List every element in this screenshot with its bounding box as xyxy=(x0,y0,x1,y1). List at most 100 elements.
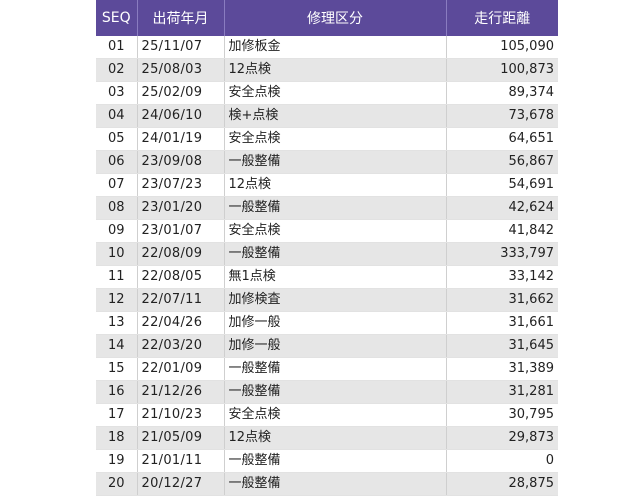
cell-seq: 05 xyxy=(96,127,138,151)
table-row: 15 22/01/09 一般整備 31,389 xyxy=(96,357,558,381)
cell-seq: 15 xyxy=(96,357,138,381)
table-row: 16 21/12/26 一般整備 31,281 xyxy=(96,380,558,404)
table-row: 01 25/11/07 加修板金 105,090 xyxy=(96,36,558,59)
table-header-row: SEQ 出荷年月 修理区分 走行距離 xyxy=(96,0,558,36)
cell-repair-type: 加修一般 xyxy=(224,311,447,335)
table-row: 20 20/12/27 一般整備 28,875 xyxy=(96,472,558,496)
cell-ship-date: 25/08/03 xyxy=(137,58,225,82)
cell-mileage: 41,842 xyxy=(446,219,558,243)
repair-history-table: SEQ 出荷年月 修理区分 走行距離 01 25/11/07 加修板金 105,090… xyxy=(96,0,558,496)
cell-ship-date: 22/07/11 xyxy=(137,288,225,312)
cell-mileage: 54,691 xyxy=(446,173,558,197)
table-row: 02 25/08/03 12点検 100,873 xyxy=(96,58,558,82)
header-mileage: 走行距離 xyxy=(446,0,558,36)
cell-ship-date: 22/01/09 xyxy=(137,357,225,381)
header-repair-type: 修理区分 xyxy=(224,0,447,36)
cell-ship-date: 25/11/07 xyxy=(137,36,225,59)
cell-mileage: 56,867 xyxy=(446,150,558,174)
cell-seq: 07 xyxy=(96,173,138,197)
cell-repair-type: 一般整備 xyxy=(224,449,447,473)
cell-seq: 19 xyxy=(96,449,138,473)
cell-repair-type: 安全点検 xyxy=(224,81,447,105)
table-row: 06 23/09/08 一般整備 56,867 xyxy=(96,150,558,174)
cell-repair-type: 12点検 xyxy=(224,58,447,82)
cell-seq: 18 xyxy=(96,426,138,450)
cell-repair-type: 加修一般 xyxy=(224,334,447,358)
table-row: 07 23/07/23 12点検 54,691 xyxy=(96,173,558,197)
cell-ship-date: 25/02/09 xyxy=(137,81,225,105)
cell-repair-type: 一般整備 xyxy=(224,242,447,266)
cell-repair-type: 12点検 xyxy=(224,426,447,450)
cell-repair-type: 一般整備 xyxy=(224,357,447,381)
table-row: 19 21/01/11 一般整備 0 xyxy=(96,449,558,473)
cell-repair-type: 無1点検 xyxy=(224,265,447,289)
cell-seq: 17 xyxy=(96,403,138,427)
table-row: 03 25/02/09 安全点検 89,374 xyxy=(96,81,558,105)
cell-seq: 04 xyxy=(96,104,138,128)
cell-ship-date: 21/10/23 xyxy=(137,403,225,427)
cell-mileage: 73,678 xyxy=(446,104,558,128)
cell-seq: 06 xyxy=(96,150,138,174)
cell-seq: 16 xyxy=(96,380,138,404)
cell-ship-date: 23/01/07 xyxy=(137,219,225,243)
cell-mileage: 333,797 xyxy=(446,242,558,266)
cell-mileage: 31,645 xyxy=(446,334,558,358)
table-row: 11 22/08/05 無1点検 33,142 xyxy=(96,265,558,289)
table-row: 12 22/07/11 加修検査 31,662 xyxy=(96,288,558,312)
cell-repair-type: 加修板金 xyxy=(224,36,447,59)
cell-repair-type: 一般整備 xyxy=(224,380,447,404)
cell-seq: 01 xyxy=(96,36,138,59)
cell-mileage: 28,875 xyxy=(446,472,558,496)
cell-mileage: 0 xyxy=(446,449,558,473)
cell-ship-date: 20/12/27 xyxy=(137,472,225,496)
cell-repair-type: 一般整備 xyxy=(224,150,447,174)
cell-mileage: 89,374 xyxy=(446,81,558,105)
cell-ship-date: 22/04/26 xyxy=(137,311,225,335)
table-row: 14 22/03/20 加修一般 31,645 xyxy=(96,334,558,358)
cell-mileage: 100,873 xyxy=(446,58,558,82)
table-row: 17 21/10/23 安全点検 30,795 xyxy=(96,403,558,427)
table-row: 05 24/01/19 安全点検 64,651 xyxy=(96,127,558,151)
cell-ship-date: 21/01/11 xyxy=(137,449,225,473)
cell-repair-type: 検+点検 xyxy=(224,104,447,128)
cell-ship-date: 24/06/10 xyxy=(137,104,225,128)
cell-seq: 10 xyxy=(96,242,138,266)
cell-repair-type: 安全点検 xyxy=(224,127,447,151)
cell-seq: 20 xyxy=(96,472,138,496)
cell-seq: 12 xyxy=(96,288,138,312)
header-seq: SEQ xyxy=(96,0,138,36)
cell-ship-date: 21/05/09 xyxy=(137,426,225,450)
cell-ship-date: 23/09/08 xyxy=(137,150,225,174)
cell-seq: 08 xyxy=(96,196,138,220)
cell-repair-type: 加修検査 xyxy=(224,288,447,312)
table-row: 13 22/04/26 加修一般 31,661 xyxy=(96,311,558,335)
cell-mileage: 64,651 xyxy=(446,127,558,151)
repair-history-panel: SEQ 出荷年月 修理区分 走行距離 01 25/11/07 加修板金 105,090… xyxy=(96,0,558,496)
cell-mileage: 31,661 xyxy=(446,311,558,335)
cell-seq: 03 xyxy=(96,81,138,105)
cell-mileage: 31,389 xyxy=(446,357,558,381)
table-row: 10 22/08/09 一般整備 333,797 xyxy=(96,242,558,266)
cell-repair-type: 一般整備 xyxy=(224,196,447,220)
cell-ship-date: 22/03/20 xyxy=(137,334,225,358)
cell-mileage: 29,873 xyxy=(446,426,558,450)
cell-ship-date: 24/01/19 xyxy=(137,127,225,151)
cell-ship-date: 22/08/05 xyxy=(137,265,225,289)
cell-ship-date: 21/12/26 xyxy=(137,380,225,404)
cell-ship-date: 23/07/23 xyxy=(137,173,225,197)
cell-repair-type: 安全点検 xyxy=(224,219,447,243)
cell-repair-type: 安全点検 xyxy=(224,403,447,427)
header-ship-date: 出荷年月 xyxy=(137,0,225,36)
cell-seq: 14 xyxy=(96,334,138,358)
table-row: 18 21/05/09 12点検 29,873 xyxy=(96,426,558,450)
cell-seq: 09 xyxy=(96,219,138,243)
cell-ship-date: 23/01/20 xyxy=(137,196,225,220)
cell-mileage: 31,281 xyxy=(446,380,558,404)
cell-mileage: 42,624 xyxy=(446,196,558,220)
cell-ship-date: 22/08/09 xyxy=(137,242,225,266)
cell-seq: 11 xyxy=(96,265,138,289)
table-row: 08 23/01/20 一般整備 42,624 xyxy=(96,196,558,220)
cell-mileage: 30,795 xyxy=(446,403,558,427)
cell-repair-type: 12点検 xyxy=(224,173,447,197)
table-body: 01 25/11/07 加修板金 105,090 02 25/08/03 12点検 100,8… xyxy=(96,36,558,496)
